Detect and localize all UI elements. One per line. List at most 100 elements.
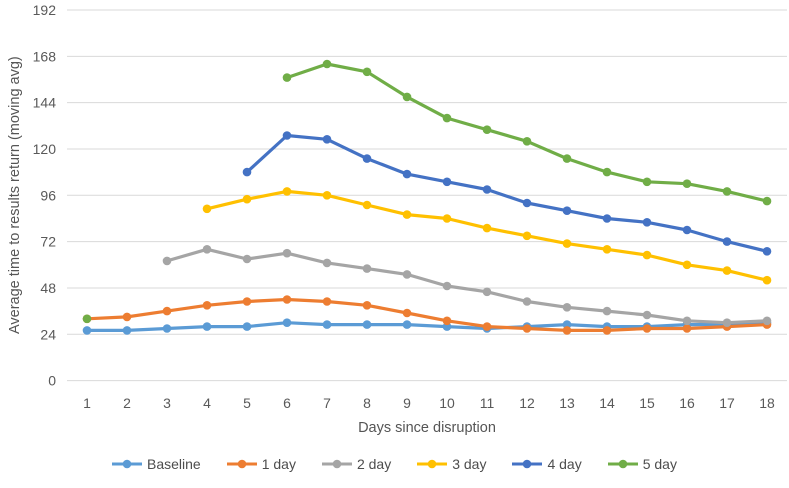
series-line-2-day bbox=[165, 247, 769, 325]
series-line-1-day bbox=[85, 297, 769, 332]
series-line-4-day bbox=[245, 133, 769, 253]
data-point-2-day bbox=[282, 248, 292, 258]
data-point-3-day bbox=[242, 194, 252, 204]
data-point-2-day bbox=[642, 310, 652, 320]
data-point-2-day bbox=[522, 297, 532, 306]
data-point-baseline bbox=[242, 322, 252, 331]
data-point-1-day bbox=[402, 308, 412, 318]
data-point-baseline bbox=[202, 322, 212, 331]
data-point-1-day bbox=[522, 324, 532, 333]
data-point-1-day bbox=[642, 324, 652, 333]
data-point-2-day bbox=[442, 281, 452, 291]
data-point-4-day bbox=[762, 247, 772, 256]
x-tick-label: 6 bbox=[283, 395, 291, 411]
data-point-4-day bbox=[402, 169, 412, 179]
data-point-baseline bbox=[282, 318, 292, 328]
legend-marker-icon bbox=[512, 459, 543, 469]
data-point-5-day bbox=[402, 92, 412, 102]
legend-label: 2 day bbox=[356, 456, 392, 472]
data-point-3-day bbox=[362, 200, 372, 210]
series-line-5-day bbox=[285, 62, 769, 203]
data-point-3-day bbox=[482, 223, 492, 233]
legend-label: Baseline bbox=[147, 456, 201, 472]
data-point-2-day bbox=[682, 316, 692, 326]
data-point-3-day bbox=[722, 266, 732, 275]
data-point-baseline bbox=[82, 326, 92, 335]
x-tick-label: 18 bbox=[759, 395, 775, 411]
series-line-baseline bbox=[85, 321, 769, 332]
x-tick-label: 4 bbox=[203, 395, 211, 411]
data-point-5-day bbox=[762, 196, 772, 206]
y-tick-label: 192 bbox=[33, 2, 57, 18]
data-point-5-day bbox=[722, 187, 732, 196]
legend-item-baseline: Baseline bbox=[112, 456, 201, 472]
data-point-3-day bbox=[442, 214, 452, 223]
x-tick-label: 15 bbox=[639, 395, 655, 411]
data-point-1-day bbox=[562, 326, 572, 335]
data-point-2-day bbox=[162, 256, 172, 266]
data-point-4-day bbox=[722, 237, 732, 246]
data-point-4-day bbox=[522, 198, 532, 208]
legend: Baseline 1 day 2 day 3 day 4 day 5 day bbox=[0, 456, 789, 472]
data-point-3-day bbox=[562, 239, 572, 248]
x-tick-label: 7 bbox=[323, 395, 331, 411]
x-tick-label: 2 bbox=[123, 395, 131, 411]
x-tick-label: 10 bbox=[439, 395, 455, 411]
data-point-baseline bbox=[362, 320, 372, 329]
legend-label: 3 day bbox=[452, 456, 487, 472]
legend-label: 4 day bbox=[547, 456, 582, 472]
legend-marker-icon bbox=[607, 459, 638, 469]
data-point-5-day bbox=[442, 113, 452, 123]
x-tick-label: 13 bbox=[559, 395, 575, 411]
data-point-1-day bbox=[362, 301, 372, 310]
data-point-4-day bbox=[242, 167, 252, 177]
data-point-baseline bbox=[322, 320, 332, 329]
data-point-4-day bbox=[482, 185, 492, 194]
data-point-2-day bbox=[402, 270, 412, 279]
y-tick-label: 96 bbox=[40, 187, 56, 203]
y-axis-title: Average time to results return (moving a… bbox=[7, 56, 23, 335]
legend-marker-icon bbox=[226, 459, 257, 469]
data-point-5-day bbox=[482, 125, 492, 134]
x-tick-label: 1 bbox=[83, 395, 91, 411]
y-tick-label: 24 bbox=[40, 326, 56, 342]
legend-item-1-day: 1 day bbox=[226, 456, 296, 472]
x-tick-label: 5 bbox=[243, 395, 251, 411]
data-point-4-day bbox=[602, 214, 612, 223]
x-tick-label: 12 bbox=[519, 395, 535, 411]
data-point-5-day bbox=[362, 67, 372, 77]
data-point-5-day bbox=[562, 154, 572, 163]
y-tick-label: 72 bbox=[40, 234, 56, 250]
data-point-2-day bbox=[482, 287, 492, 297]
data-point-3-day bbox=[322, 191, 332, 200]
data-point-5-day bbox=[522, 137, 532, 146]
data-point-2-day bbox=[322, 258, 332, 268]
data-point-2-day bbox=[202, 245, 212, 254]
data-point-2-day bbox=[722, 318, 732, 328]
data-point-5-day bbox=[602, 167, 612, 177]
data-point-4-day bbox=[362, 154, 372, 163]
data-point-3-day bbox=[762, 275, 772, 285]
data-point-baseline bbox=[402, 320, 412, 329]
data-point-1-day bbox=[202, 301, 212, 310]
data-point-1-day bbox=[322, 297, 332, 306]
data-point-3-day bbox=[522, 231, 532, 241]
data-point-3-day bbox=[282, 187, 292, 196]
x-axis-title: Days since disruption bbox=[358, 420, 496, 436]
legend-item-2-day: 2 day bbox=[321, 456, 392, 472]
data-point-5-day bbox=[322, 59, 332, 69]
data-point-2-day bbox=[762, 316, 772, 326]
x-tick-label: 8 bbox=[363, 395, 371, 411]
legend-label: 1 day bbox=[261, 456, 296, 472]
legend-label: 5 day bbox=[642, 456, 677, 472]
y-tick-label: 168 bbox=[33, 48, 57, 64]
data-point-3-day bbox=[602, 245, 612, 254]
data-point-1-day bbox=[162, 306, 172, 316]
data-point-3-day bbox=[642, 250, 652, 260]
data-point-5-day bbox=[82, 314, 92, 324]
data-point-1-day bbox=[122, 312, 132, 322]
data-point-3-day bbox=[202, 204, 212, 214]
data-point-4-day bbox=[682, 225, 692, 235]
data-point-4-day bbox=[322, 135, 332, 144]
